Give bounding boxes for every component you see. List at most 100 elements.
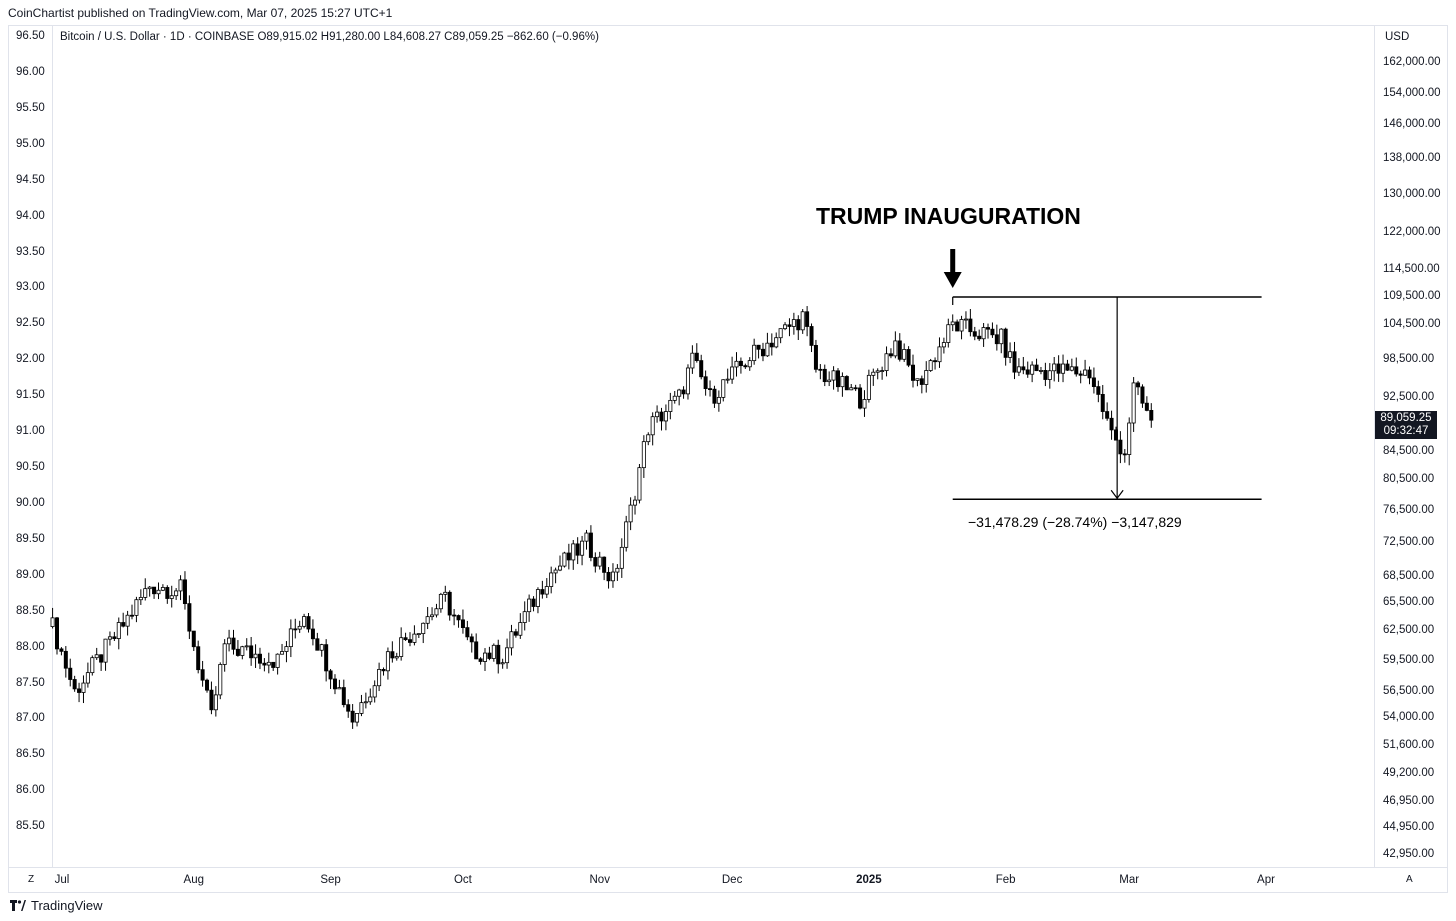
- candle: [99, 654, 104, 671]
- candle: [853, 384, 858, 392]
- candle: [518, 613, 523, 639]
- candle: [496, 639, 501, 674]
- candle: [425, 607, 430, 630]
- candle: [1030, 361, 1035, 383]
- candle: [677, 388, 682, 406]
- candle-body-down: [205, 679, 210, 691]
- candle: [1038, 366, 1043, 375]
- candle: [1003, 327, 1008, 366]
- candle: [743, 363, 748, 369]
- candle: [381, 667, 386, 676]
- candle: [103, 638, 108, 671]
- candle-body-up: [416, 633, 421, 636]
- candle-body-up: [915, 378, 920, 381]
- candle: [522, 601, 527, 631]
- candle: [288, 619, 293, 658]
- candle: [59, 647, 64, 656]
- candle-body-up: [421, 622, 426, 635]
- candle-body-down: [72, 679, 77, 690]
- right-axis-tick-label: 109,500.00: [1383, 290, 1441, 302]
- candle: [703, 370, 708, 396]
- candle-body-up: [116, 622, 121, 639]
- candle-body-down: [1003, 328, 1008, 358]
- candle-body-down: [659, 411, 664, 422]
- inauguration-arrow-icon: [943, 249, 962, 288]
- candle: [169, 585, 174, 608]
- candle: [981, 323, 986, 347]
- candle-body-down: [681, 389, 686, 395]
- time-axis-tick-label: Aug: [183, 874, 205, 886]
- candle-body-down: [59, 648, 64, 652]
- candle: [390, 641, 395, 663]
- candle: [1021, 356, 1026, 375]
- candle-body-down: [271, 661, 276, 668]
- candle-body-down: [235, 648, 240, 656]
- time-axis-tick-label: Sep: [320, 874, 341, 886]
- candle-body-up: [81, 682, 86, 693]
- candle: [452, 609, 457, 626]
- left-axis-tick-label: 94.00: [16, 209, 45, 222]
- right-axis-tick-label: 138,000.00: [1383, 152, 1441, 165]
- candle: [143, 578, 148, 601]
- candle: [813, 339, 818, 373]
- candle: [355, 713, 360, 727]
- candle-body-up: [169, 595, 174, 599]
- candle: [584, 529, 589, 550]
- candle: [1105, 402, 1110, 421]
- candle: [619, 538, 624, 578]
- candle-body-up: [716, 396, 721, 404]
- currency-label[interactable]: USD: [1385, 31, 1410, 43]
- candle-body-down: [350, 710, 355, 723]
- candle: [769, 333, 774, 356]
- candle: [474, 633, 479, 660]
- right-axis-tick-label: 56,500.00: [1383, 684, 1435, 697]
- candle-body-down: [769, 342, 774, 348]
- candle-body-up: [655, 411, 660, 418]
- candle: [218, 662, 223, 700]
- left-axis-tick-label: 89.00: [16, 568, 45, 581]
- candle: [928, 358, 933, 372]
- candle: [809, 323, 814, 353]
- candle: [1078, 370, 1083, 384]
- candle-body-up: [125, 614, 130, 627]
- candle: [315, 632, 320, 651]
- candle-body-up: [840, 376, 845, 388]
- candle-body-up: [156, 589, 161, 595]
- candle: [734, 352, 739, 377]
- candle: [716, 390, 721, 412]
- candle-body-up: [359, 702, 364, 714]
- candle-body-up: [544, 586, 549, 595]
- tradingview-brand[interactable]: TradingView: [10, 898, 103, 913]
- time-axis-tick-label: Dec: [721, 874, 743, 886]
- left-axis-tick-label: 93.00: [16, 281, 45, 294]
- candle-body-down: [249, 645, 254, 659]
- candle-body-down: [1087, 369, 1092, 379]
- candle: [1140, 384, 1145, 408]
- auto-scale-button[interactable]: A: [1406, 874, 1413, 885]
- candle-body-down: [897, 340, 902, 360]
- candle-body-up: [50, 617, 55, 627]
- right-axis-tick-label: 80,500.00: [1383, 473, 1435, 486]
- candle: [112, 631, 117, 642]
- candle: [566, 543, 571, 570]
- candle: [81, 675, 86, 704]
- candle: [363, 692, 368, 709]
- candle-body-down: [77, 688, 82, 693]
- measure-tool[interactable]: [952, 296, 1262, 500]
- candle: [544, 578, 549, 599]
- symbol-legend[interactable]: Bitcoin / U.S. Dollar · 1D · COINBASE O8…: [60, 31, 599, 43]
- candle: [460, 609, 465, 634]
- candle: [844, 375, 849, 391]
- candle-body-down: [990, 328, 995, 336]
- zoom-corner-button[interactable]: Z: [28, 874, 35, 885]
- candle-body-down: [381, 669, 386, 672]
- candle: [553, 567, 558, 584]
- right-axis-tick-label: 49,200.00: [1383, 766, 1435, 779]
- candle: [483, 648, 488, 672]
- candle: [85, 662, 90, 688]
- candle-body-down: [911, 364, 916, 381]
- candle-body-up: [963, 318, 968, 321]
- right-axis-tick-label: 146,000.00: [1383, 118, 1441, 131]
- candle: [902, 343, 907, 362]
